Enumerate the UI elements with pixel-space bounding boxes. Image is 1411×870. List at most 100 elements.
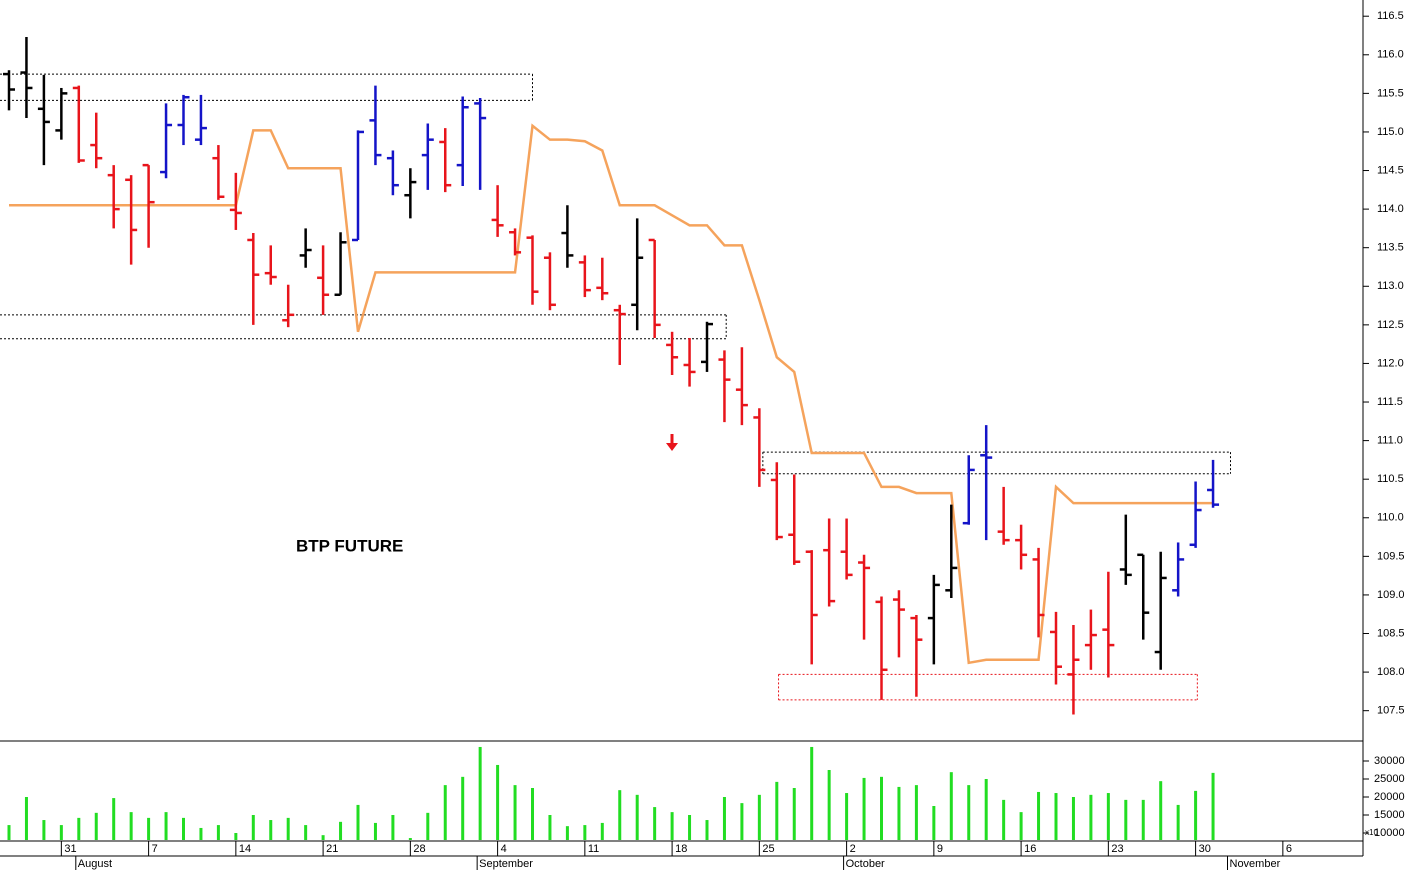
y-tick-label: 111.5 [1377,396,1403,408]
y-tick-label: 113.5 [1377,242,1404,254]
volume-bar [42,820,46,840]
volume-bar [234,833,238,840]
x-tick-label: 28 [413,843,425,855]
volume-bar [722,797,726,840]
y-tick-label: 109.0 [1377,589,1405,601]
volume-bar [653,807,657,840]
volume-bar [304,825,308,840]
y-tick-label: 109.5 [1377,550,1405,562]
volume-bar [443,785,447,840]
month-label: November [1230,858,1281,870]
x-tick-label: 16 [1024,843,1036,855]
volume-bar [862,777,866,840]
y-tick-label: 114.5 [1377,164,1404,176]
volume-bar [1176,804,1180,840]
volume-bar [792,788,796,840]
volume-bar [1106,793,1110,840]
volume-bar [199,827,203,840]
volume-bar [618,790,622,840]
chart-title: BTP FUTURE [296,536,403,555]
volume-bar [775,781,779,840]
y-tick-label: 107.5 [1377,705,1405,717]
volume-bar [356,804,360,840]
volume-bar [740,803,744,840]
volume-bar [391,815,395,840]
y-tick-label: 108.0 [1377,666,1405,678]
y-tick-label: 108.5 [1377,627,1405,639]
y-tick-label: 116.5 [1377,10,1404,22]
volume-tick-label: 30000 [1374,755,1405,767]
volume-bar [1071,797,1075,840]
volume-bar [164,812,168,840]
volume-bar [880,776,883,840]
volume-bar [1037,791,1041,840]
x-tick-label: 30 [1199,843,1211,855]
volume-bar [967,785,971,840]
volume-bar [496,764,500,840]
volume-bar [426,812,430,840]
volume-bar [1054,793,1058,840]
volume-bar [1141,799,1145,840]
x-tick-label: 25 [762,843,774,855]
volume-bar [827,770,831,840]
volume-bar [182,817,185,840]
volume-bar [321,835,325,840]
volume-bar [1019,812,1023,840]
volume-bar [1002,799,1006,840]
x-tick-label: 9 [937,843,943,855]
volume-bar [461,776,465,840]
volume-bar [949,772,953,840]
volume-bar [1211,772,1215,840]
x-tick-label: 2 [850,843,856,855]
volume-bar [59,825,63,840]
y-tick-label: 111.0 [1377,435,1403,447]
volume-bar [216,825,220,840]
y-tick-label: 115.0 [1377,126,1404,138]
volume-bar [531,788,534,840]
volume-bar [932,806,936,840]
volume-tick-label: 10000 [1374,827,1405,839]
volume-bar [478,746,482,840]
x-tick-label: 4 [501,843,507,855]
volume-bar [408,838,412,840]
y-tick-label: 110.0 [1377,512,1404,524]
x-tick-label: 7 [152,843,158,855]
volume-bar [600,822,604,840]
volume-bar [757,794,761,840]
volume-bar [845,793,849,840]
volume-bar [251,815,255,840]
y-tick-label: 113.0 [1377,280,1404,292]
volume-bar [7,825,11,840]
volume-bar [810,746,814,840]
volume-bar [565,826,569,840]
x-tick-label: 14 [239,843,251,855]
volume-bar [339,821,343,840]
volume-bar [94,812,98,840]
x-tick-label: 31 [64,843,76,855]
volume-bar [112,798,116,840]
volume-bar [984,779,988,840]
x-tick-label: 23 [1111,843,1123,855]
volume-bar [147,817,151,840]
volume-bar [77,817,81,840]
volume-bar [688,815,692,840]
volume-bar [1194,790,1198,840]
overlay-line [9,123,1214,665]
signal-arrow [666,434,678,451]
month-label: September [479,858,533,870]
y-tick-label: 112.5 [1377,319,1404,331]
volume-multiplier: x10 [1365,828,1378,837]
volume-tick-label: 25000 [1374,773,1405,785]
volume-bar [897,786,901,840]
y-tick-label: 115.5 [1377,87,1404,99]
volume-bar [635,794,639,840]
x-tick-label: 21 [326,843,338,855]
volume-bar [24,797,28,840]
y-tick-label: 110.5 [1377,473,1404,485]
x-tick-label: 6 [1286,843,1292,855]
volume-bar [513,785,517,840]
volume-bar [670,812,674,840]
volume-bar [129,812,133,840]
